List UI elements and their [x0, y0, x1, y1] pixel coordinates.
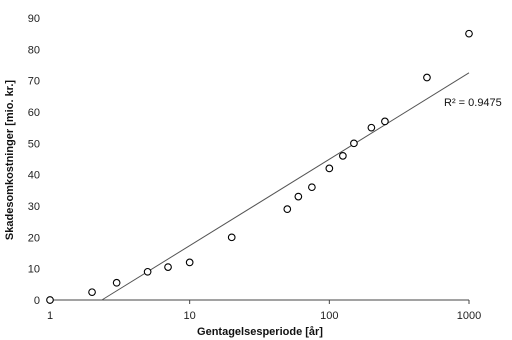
data-point: [185, 258, 194, 267]
data-point: [308, 183, 316, 192]
y-tick-label: 10: [28, 264, 40, 276]
y-tick-label: 40: [28, 170, 40, 182]
y-tick-label: 90: [28, 13, 40, 25]
y-tick-label: 80: [28, 44, 40, 56]
x-tick-label: 100: [320, 310, 338, 322]
y-tick-label: 70: [28, 76, 40, 88]
y-tick-label: 50: [28, 138, 40, 150]
trendline: [101, 72, 470, 301]
data-point: [164, 263, 172, 271]
data-point: [367, 123, 376, 132]
data-point: [88, 288, 96, 297]
data-point: [112, 278, 121, 287]
data-point: [143, 267, 152, 276]
y-tick-labels: 0 10 20 30 40 50 60 70 80 90: [28, 13, 40, 307]
data-point: [339, 152, 347, 160]
x-tick-label: 1000: [457, 310, 481, 322]
data-point: [465, 29, 473, 38]
data-point: [46, 296, 54, 304]
x-tick-label: 10: [184, 310, 196, 322]
y-tick-label: 30: [28, 201, 40, 213]
x-tick-labels: 1 10 100 1000: [47, 300, 481, 322]
x-axis-title: Gentagelsesperiode [år]: [197, 326, 323, 338]
data-point: [325, 164, 334, 173]
y-tick-label: 0: [34, 295, 40, 307]
data-point: [227, 233, 236, 242]
data-point: [283, 205, 292, 213]
y-tick-label: 20: [28, 232, 40, 244]
data-point: [423, 73, 431, 82]
r-squared-annotation: R² = 0.9475: [444, 97, 502, 109]
data-points: [46, 29, 473, 304]
data-point: [381, 117, 389, 126]
data-point: [294, 192, 303, 201]
y-tick-label: 60: [28, 107, 40, 119]
x-tick-label: 1: [47, 310, 53, 322]
y-axis-title: Skadesomkostninger [mio. kr.]: [4, 80, 16, 240]
data-point: [350, 139, 358, 148]
